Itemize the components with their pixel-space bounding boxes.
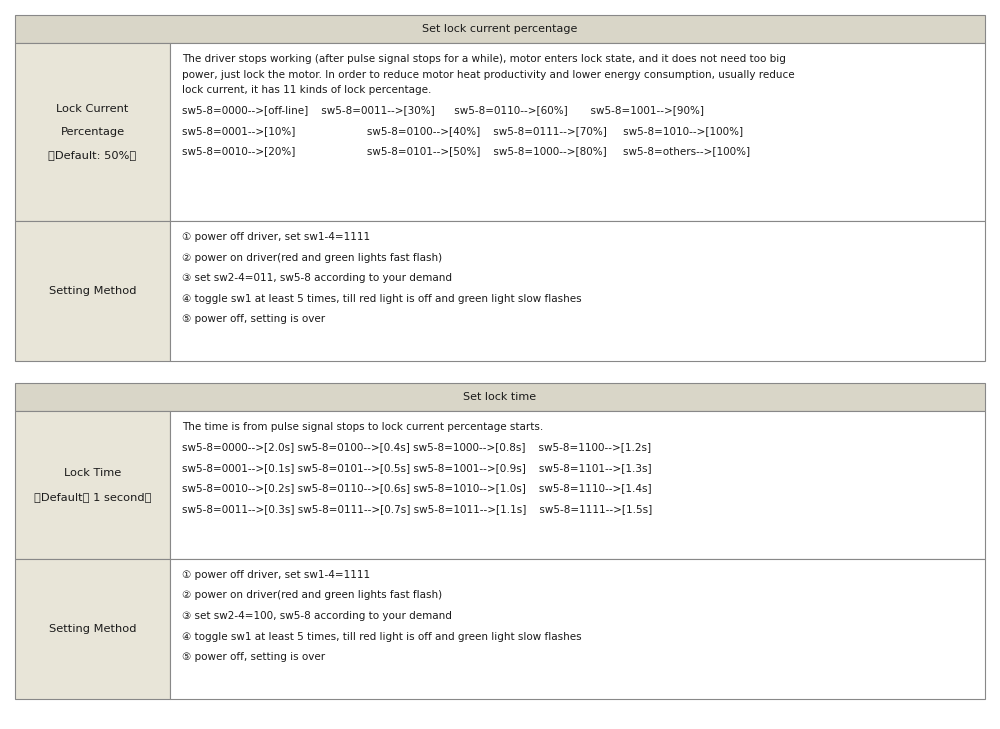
Text: ⑤ power off, setting is over: ⑤ power off, setting is over bbox=[182, 652, 325, 662]
Text: The time is from pulse signal stops to lock current percentage starts.: The time is from pulse signal stops to l… bbox=[182, 422, 543, 432]
Text: Setting Method: Setting Method bbox=[49, 624, 136, 634]
Text: sw5-8=0000-->[2.0s] sw5-8=0100-->[0.4s] sw5-8=1000-->[0.8s]    sw5-8=1100-->[1.2: sw5-8=0000-->[2.0s] sw5-8=0100-->[0.4s] … bbox=[182, 443, 651, 453]
Text: power, just lock the motor. In order to reduce motor heat productivity and lower: power, just lock the motor. In order to … bbox=[182, 69, 795, 79]
Text: ⑤ power off, setting is over: ⑤ power off, setting is over bbox=[182, 314, 325, 324]
Text: Lock Time

（Default： 1 second）: Lock Time （Default： 1 second） bbox=[34, 469, 151, 502]
Text: Set lock time: Set lock time bbox=[463, 392, 537, 402]
Text: Set lock current percentage: Set lock current percentage bbox=[422, 24, 578, 34]
Text: sw5-8=0010-->[20%]                      sw5-8=0101-->[50%]    sw5-8=1000-->[80%]: sw5-8=0010-->[20%] sw5-8=0101-->[50%] sw… bbox=[182, 147, 750, 157]
Text: ④ toggle sw1 at least 5 times, till red light is off and green light slow flashe: ④ toggle sw1 at least 5 times, till red … bbox=[182, 631, 582, 642]
Text: sw5-8=0000-->[off-line]    sw5-8=0011-->[30%]      sw5-8=0110-->[60%]       sw5-: sw5-8=0000-->[off-line] sw5-8=0011-->[30… bbox=[182, 106, 704, 115]
Text: ③ set sw2-4=100, sw5-8 according to your demand: ③ set sw2-4=100, sw5-8 according to your… bbox=[182, 611, 452, 621]
Text: sw5-8=0011-->[0.3s] sw5-8=0111-->[0.7s] sw5-8=1011-->[1.1s]    sw5-8=1111-->[1.5: sw5-8=0011-->[0.3s] sw5-8=0111-->[0.7s] … bbox=[182, 504, 652, 514]
Bar bbox=[15, 559, 170, 699]
Bar bbox=[15, 221, 170, 361]
Text: ④ toggle sw1 at least 5 times, till red light is off and green light slow flashe: ④ toggle sw1 at least 5 times, till red … bbox=[182, 294, 582, 303]
Text: ② power on driver(red and green lights fast flash): ② power on driver(red and green lights f… bbox=[182, 252, 442, 262]
Text: Setting Method: Setting Method bbox=[49, 286, 136, 296]
Bar bbox=[15, 15, 985, 43]
Text: Lock Current

Percentage

（Default: 50%）: Lock Current Percentage （Default: 50%） bbox=[48, 104, 137, 160]
Text: sw5-8=0001-->[10%]                      sw5-8=0100-->[40%]    sw5-8=0111-->[70%]: sw5-8=0001-->[10%] sw5-8=0100-->[40%] sw… bbox=[182, 126, 743, 136]
Bar bbox=[15, 43, 170, 221]
Text: ② power on driver(red and green lights fast flash): ② power on driver(red and green lights f… bbox=[182, 590, 442, 601]
Text: The driver stops working (after pulse signal stops for a while), motor enters lo: The driver stops working (after pulse si… bbox=[182, 54, 786, 64]
Text: ① power off driver, set sw1-4=1111: ① power off driver, set sw1-4=1111 bbox=[182, 232, 370, 242]
Text: sw5-8=0001-->[0.1s] sw5-8=0101-->[0.5s] sw5-8=1001-->[0.9s]    sw5-8=1101-->[1.3: sw5-8=0001-->[0.1s] sw5-8=0101-->[0.5s] … bbox=[182, 463, 652, 473]
Text: ① power off driver, set sw1-4=1111: ① power off driver, set sw1-4=1111 bbox=[182, 570, 370, 580]
Bar bbox=[170, 411, 985, 559]
Bar bbox=[170, 43, 985, 221]
Bar bbox=[170, 221, 985, 361]
Bar bbox=[170, 559, 985, 699]
Text: sw5-8=0010-->[0.2s] sw5-8=0110-->[0.6s] sw5-8=1010-->[1.0s]    sw5-8=1110-->[1.4: sw5-8=0010-->[0.2s] sw5-8=0110-->[0.6s] … bbox=[182, 483, 652, 494]
Text: lock current, it has 11 kinds of lock percentage.: lock current, it has 11 kinds of lock pe… bbox=[182, 85, 431, 95]
Bar bbox=[15, 383, 985, 411]
Text: ③ set sw2-4=011, sw5-8 according to your demand: ③ set sw2-4=011, sw5-8 according to your… bbox=[182, 273, 452, 283]
Bar bbox=[15, 411, 170, 559]
